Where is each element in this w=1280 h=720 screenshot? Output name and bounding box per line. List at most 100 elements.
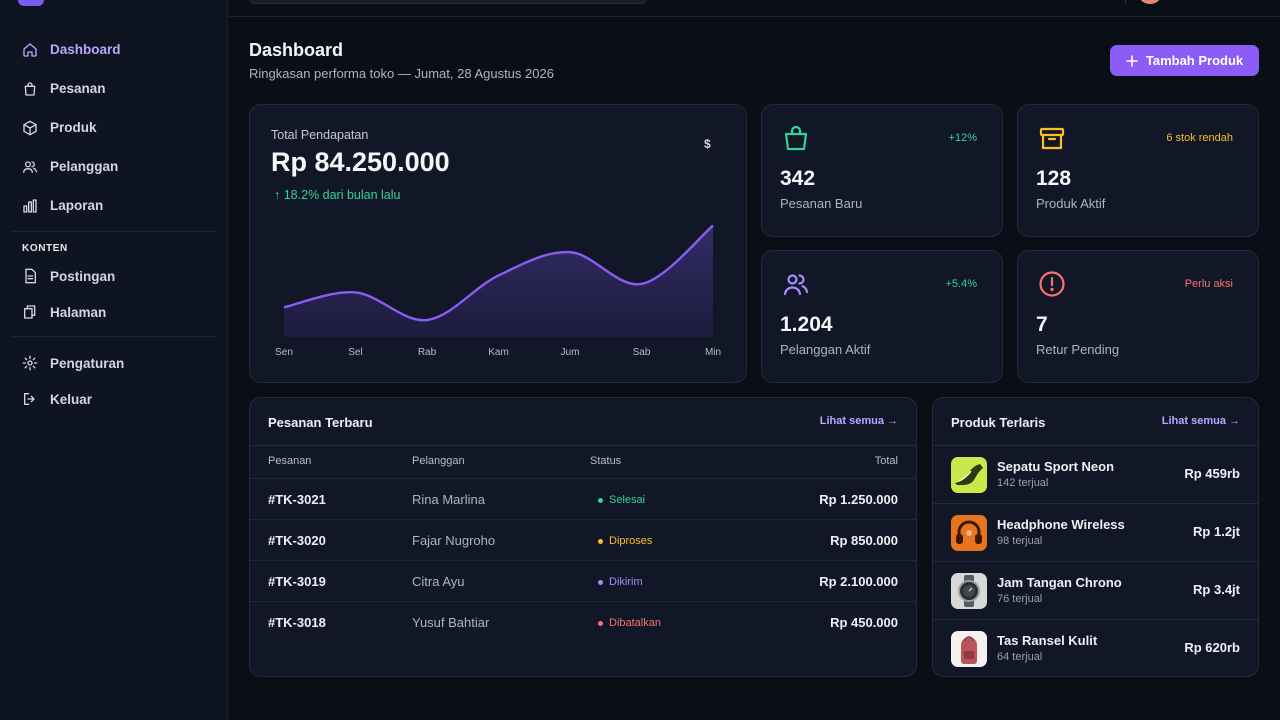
list-item[interactable]: Headphone Wireless 98 terjual Rp 1.2jt	[933, 503, 1258, 561]
stat-value: 1.204	[780, 313, 833, 336]
home-icon	[23, 42, 37, 57]
stat-card-new-orders: +12% 342 Pesanan Baru	[761, 104, 1003, 237]
sidebar-item-label: Keluar	[50, 391, 93, 407]
app-logo[interactable]	[18, 0, 44, 6]
sidebar-item-halaman[interactable]: Halaman	[0, 294, 228, 330]
stat-badge: Perlu aksi	[1184, 278, 1233, 290]
order-total: Rp 2.100.000	[819, 574, 898, 589]
status-badge: Dikirim	[598, 576, 643, 588]
order-total: Rp 1.250.000	[819, 492, 898, 507]
stat-value: 128	[1036, 167, 1072, 190]
status-text: Dibatalkan	[609, 617, 661, 629]
product-price: Rp 459rb	[1184, 466, 1240, 481]
status-text: Selesai	[609, 494, 646, 506]
revenue-value: Rp 84.250.000	[271, 147, 450, 177]
product-name: Sepatu Sport Neon	[997, 459, 1115, 474]
sidebar-item-label: Postingan	[50, 268, 116, 284]
revenue-chart: Sen Sel Rab Kam Jum Sab Min	[275, 224, 721, 358]
sidebar-item-pesanan[interactable]: Pesanan	[0, 69, 228, 108]
sidebar-divider	[12, 231, 216, 232]
column-header-status: Status	[590, 455, 622, 467]
stat-label: Retur Pending	[1036, 342, 1120, 357]
table-row[interactable]: #TK-3021 Rina Marlina Selesai Rp 1.250.0…	[250, 479, 916, 520]
order-customer: Fajar Nugroho	[412, 533, 496, 548]
product-sold: 98 terjual	[997, 535, 1043, 547]
x-tick-label: Sab	[633, 347, 651, 358]
stat-card-active-customers: +5.4% 1.204 Pelanggan Aktif	[761, 250, 1003, 383]
order-id: #TK-3021	[268, 492, 326, 507]
page-subtitle: Ringkasan performa toko — Jumat, 28 Agus…	[249, 66, 554, 81]
sidebar-item-pelanggan[interactable]: Pelanggan	[0, 147, 228, 186]
sidebar-item-produk[interactable]: Produk	[0, 108, 228, 147]
bar-chart-icon	[23, 198, 37, 213]
users-icon	[23, 160, 37, 173]
status-text: Dikirim	[609, 576, 643, 588]
stat-badge: +5.4%	[945, 278, 978, 290]
sidebar-item-keluar[interactable]: Keluar	[0, 381, 228, 417]
status-text: Diproses	[609, 535, 653, 547]
stat-label: Pesanan Baru	[780, 196, 863, 211]
revenue-change: ↑ 18.2% dari bulan lalu	[274, 188, 400, 202]
sidebar-item-label: Pesanan	[50, 81, 106, 96]
order-id: #TK-3020	[268, 533, 326, 548]
status-badge: Diproses	[598, 535, 652, 547]
document-icon	[25, 268, 36, 284]
sidebar-item-pengaturan[interactable]: Pengaturan	[0, 345, 228, 381]
stat-value: 342	[780, 167, 816, 190]
sidebar-item-label: Pengaturan	[50, 355, 125, 371]
list-item[interactable]: Sepatu Sport Neon 142 terjual Rp 459rb	[933, 445, 1258, 503]
order-id: #TK-3018	[268, 615, 326, 630]
shopping-bag-icon	[784, 125, 808, 151]
logout-icon	[24, 393, 35, 405]
stat-value: 7	[1036, 313, 1048, 336]
pages-icon	[24, 305, 36, 319]
view-all-products-link[interactable]: Lihat semua →	[1161, 415, 1240, 427]
sidebar-item-label: Pelanggan	[50, 159, 119, 174]
product-thumbnail-shoe	[951, 457, 987, 493]
stat-label: Produk Aktif	[1036, 196, 1106, 211]
view-all-orders-link[interactable]: Lihat semua →	[819, 415, 898, 427]
table-row[interactable]: #TK-3020 Fajar Nugroho Diproses Rp 850.0…	[250, 520, 916, 561]
product-name: Jam Tangan Chrono	[997, 575, 1122, 590]
x-tick-label: Min	[705, 347, 721, 358]
add-product-button[interactable]: Tambah Produk	[1110, 45, 1259, 76]
arrow-up-icon: ↑	[274, 188, 281, 202]
sidebar-item-label: Dashboard	[50, 42, 121, 57]
order-total: Rp 450.000	[830, 615, 898, 630]
sidebar-item-laporan[interactable]: Laporan	[0, 186, 228, 225]
list-item[interactable]: Tas Ransel Kulit 64 terjual Rp 620rb	[933, 619, 1258, 677]
topbar-divider	[1125, 0, 1126, 4]
divider	[250, 478, 916, 479]
sidebar-item-label: Halaman	[50, 304, 107, 320]
product-price: Rp 1.2jt	[1193, 524, 1240, 539]
revenue-card: Total Pendapatan Rp 84.250.000 ↑ 18.2% d…	[249, 104, 747, 383]
status-badge: Selesai	[598, 494, 645, 506]
plus-icon	[1126, 54, 1138, 67]
column-header-customer: Pelanggan	[412, 455, 465, 467]
status-dot	[598, 620, 603, 626]
product-sold: 64 terjual	[997, 651, 1043, 663]
table-row[interactable]: #TK-3018 Yusuf Bahtiar Dibatalkan Rp 450…	[250, 602, 916, 643]
shopping-bag-icon	[24, 81, 36, 96]
x-tick-label: Rab	[418, 347, 437, 358]
product-price: Rp 3.4jt	[1193, 582, 1240, 597]
sidebar-item-postingan[interactable]: Postingan	[0, 258, 228, 294]
status-dot	[598, 579, 603, 585]
revenue-change-text: 18.2% dari bulan lalu	[283, 188, 401, 202]
box-icon	[23, 120, 37, 135]
status-dot	[598, 538, 603, 544]
panel-title: Produk Terlaris	[951, 415, 1046, 430]
status-badge: Dibatalkan	[598, 617, 661, 629]
search-input[interactable]	[249, 0, 647, 4]
sidebar: Dashboard Pesanan Produk Pelanggan Lapor…	[0, 0, 228, 720]
stat-badge: 6 stok rendah	[1166, 132, 1233, 144]
x-tick-label: Sen	[275, 347, 293, 358]
avatar[interactable]	[1139, 0, 1161, 4]
list-item[interactable]: Jam Tangan Chrono 76 terjual Rp 3.4jt	[933, 561, 1258, 619]
status-dot	[598, 497, 603, 503]
top-bar	[229, 0, 1280, 17]
product-sold: 142 terjual	[997, 477, 1049, 489]
sidebar-item-dashboard[interactable]: Dashboard	[0, 30, 228, 69]
product-name: Headphone Wireless	[997, 517, 1125, 532]
table-row[interactable]: #TK-3019 Citra Ayu Dikirim Rp 2.100.000	[250, 561, 916, 602]
